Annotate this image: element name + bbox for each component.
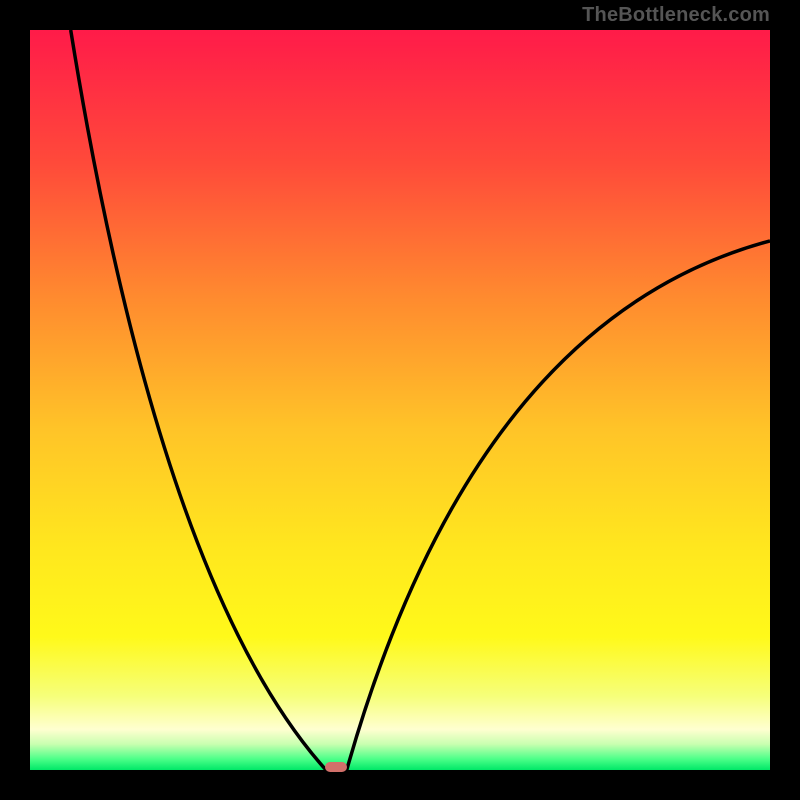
watermark-text: TheBottleneck.com [582,4,770,27]
chart-frame: TheBottleneck.com [0,0,800,800]
plot-area [30,30,770,770]
optimum-marker [325,762,347,772]
bottleneck-curve [30,30,770,770]
